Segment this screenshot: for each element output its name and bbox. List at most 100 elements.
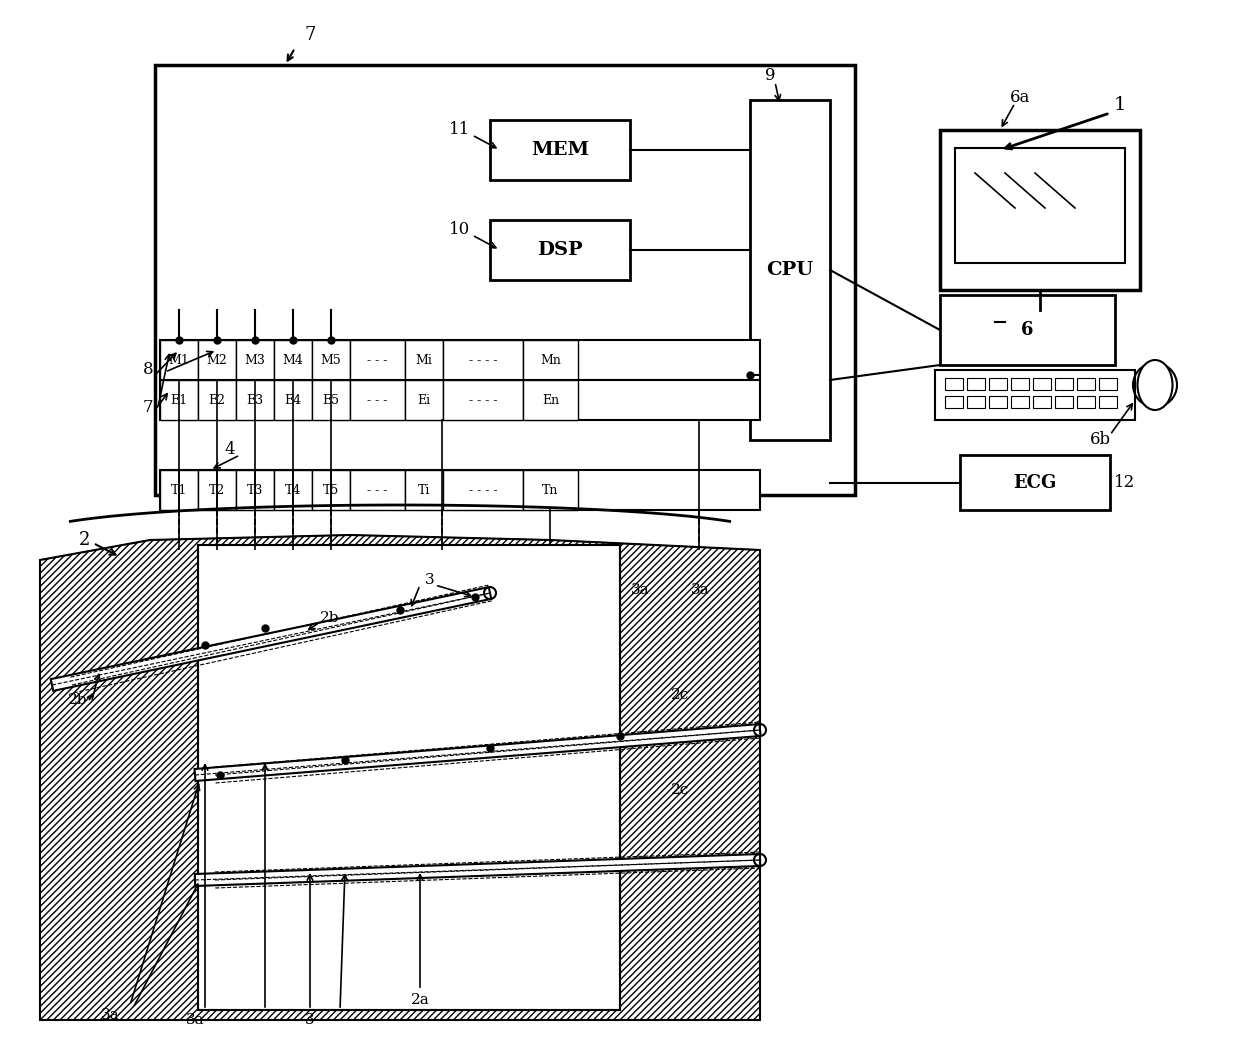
Text: 2c: 2c	[671, 688, 689, 702]
Bar	[1033, 396, 1052, 408]
Text: 8: 8	[143, 361, 154, 378]
Bar	[935, 370, 1135, 420]
Text: T1: T1	[171, 483, 187, 496]
Text: ECG: ECG	[1013, 474, 1056, 492]
Text: 3a: 3a	[631, 583, 650, 597]
Text: - - -: - - -	[367, 353, 388, 367]
Bar	[1099, 396, 1117, 408]
Text: M1: M1	[169, 353, 190, 367]
Text: Mn: Mn	[541, 353, 560, 367]
Text: 1: 1	[1114, 96, 1126, 114]
Bar	[1099, 378, 1117, 390]
Bar	[523, 379, 578, 420]
Text: DSP: DSP	[537, 241, 583, 259]
Text: E3: E3	[247, 393, 264, 406]
Bar	[160, 470, 760, 510]
Text: MEM: MEM	[531, 141, 589, 159]
Text: 6a: 6a	[1009, 89, 1030, 106]
Text: 2: 2	[79, 531, 91, 549]
Bar	[945, 396, 963, 408]
Text: T3: T3	[247, 483, 263, 496]
Polygon shape	[195, 854, 760, 886]
Text: 10: 10	[449, 222, 471, 238]
Bar	[1055, 378, 1073, 390]
Text: 11: 11	[449, 122, 471, 139]
Bar	[405, 340, 443, 379]
Bar	[405, 470, 443, 510]
Text: Tn: Tn	[542, 483, 559, 496]
Text: E4: E4	[284, 393, 301, 406]
Bar	[960, 455, 1110, 510]
Text: 6b: 6b	[1090, 431, 1111, 448]
Bar	[312, 340, 350, 379]
Bar	[155, 65, 856, 495]
Text: Ei: Ei	[418, 393, 430, 406]
Bar	[967, 396, 985, 408]
Bar	[523, 470, 578, 510]
Bar	[312, 379, 350, 420]
Text: M3: M3	[244, 353, 265, 367]
Bar	[236, 470, 274, 510]
Bar	[274, 340, 312, 379]
Polygon shape	[40, 535, 760, 1020]
Text: Ti: Ti	[418, 483, 430, 496]
Bar	[198, 340, 236, 379]
Text: En: En	[542, 393, 559, 406]
Bar	[990, 378, 1007, 390]
Bar	[1011, 396, 1029, 408]
Text: T2: T2	[208, 483, 226, 496]
Text: - - -: - - -	[367, 393, 388, 406]
Bar	[350, 379, 405, 420]
Text: 6: 6	[1022, 321, 1034, 339]
Text: - - - -: - - - -	[469, 483, 497, 496]
Text: Mi: Mi	[415, 353, 433, 367]
Text: M2: M2	[207, 353, 227, 367]
Bar	[1078, 378, 1095, 390]
Text: E1: E1	[170, 393, 187, 406]
Bar	[405, 379, 443, 420]
Text: 3a: 3a	[691, 583, 709, 597]
Bar	[967, 378, 985, 390]
Bar	[198, 470, 236, 510]
Text: 2b: 2b	[68, 693, 88, 707]
Text: - - - -: - - - -	[469, 353, 497, 367]
Text: 4: 4	[224, 442, 236, 459]
Text: 3a: 3a	[186, 1013, 205, 1027]
Bar	[198, 545, 620, 1010]
Bar	[198, 379, 236, 420]
Bar	[312, 470, 350, 510]
Bar	[443, 470, 523, 510]
Bar	[940, 295, 1115, 365]
Bar	[350, 340, 405, 379]
Bar	[160, 379, 198, 420]
Bar	[945, 378, 963, 390]
Bar	[1055, 396, 1073, 408]
Text: - - - -: - - - -	[469, 393, 497, 406]
Text: M5: M5	[321, 353, 341, 367]
Bar	[1033, 378, 1052, 390]
Text: 3: 3	[305, 1013, 315, 1027]
Text: 2c: 2c	[671, 783, 689, 797]
Bar	[160, 379, 760, 420]
Bar	[955, 148, 1125, 263]
Bar	[443, 340, 523, 379]
Bar	[490, 220, 630, 280]
Bar	[274, 470, 312, 510]
Bar	[443, 379, 523, 420]
Bar	[350, 470, 405, 510]
Text: 2a: 2a	[410, 993, 429, 1007]
Polygon shape	[51, 587, 491, 691]
Text: M4: M4	[283, 353, 304, 367]
Text: 3: 3	[425, 573, 435, 587]
Bar	[160, 340, 198, 379]
Text: 12: 12	[1115, 474, 1136, 491]
Bar	[1011, 378, 1029, 390]
Text: 7: 7	[304, 26, 316, 45]
Bar	[523, 340, 578, 379]
Text: 7: 7	[143, 400, 154, 417]
Polygon shape	[195, 724, 760, 781]
Text: CPU: CPU	[766, 261, 813, 279]
Bar	[990, 396, 1007, 408]
Text: E5: E5	[322, 393, 340, 406]
Text: - - -: - - -	[367, 483, 388, 496]
